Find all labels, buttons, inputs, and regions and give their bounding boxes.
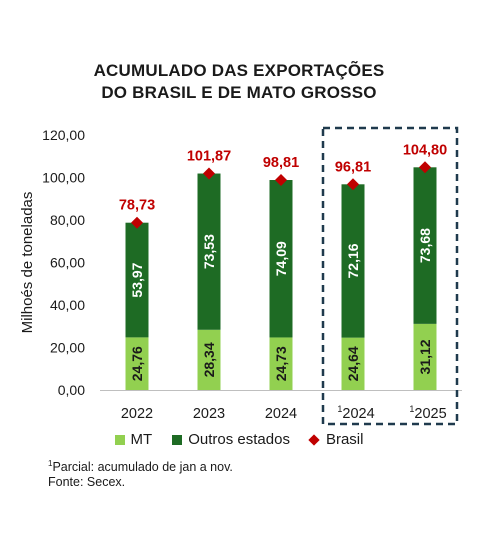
footnote-source: Fonte: Secex. [48, 475, 126, 490]
bar-mt [413, 323, 437, 390]
bar-mt [197, 329, 221, 390]
x-tick-label: 2023 [193, 406, 225, 422]
x-tick-sup: 1 [409, 404, 414, 414]
data-label-mt: 24,73 [273, 346, 289, 381]
data-label-mt: 24,76 [129, 346, 145, 381]
legend-item-brasil: Brasil [308, 431, 364, 448]
legend-marker-brasil [308, 433, 320, 446]
marker-brasil [131, 216, 143, 229]
bar-chart: Milhoés de toneladas 0,00 20,00 40,00 60,00 8… [19, 126, 462, 426]
data-label-brasil: 98,81 [263, 155, 299, 171]
footnote-partial-text: Parcial: acumulado de jan a nov. [52, 460, 233, 475]
y-tick-label: 100,00 [42, 170, 85, 186]
data-label-brasil: 104,80 [403, 142, 447, 158]
y-tick-label: 80,00 [50, 212, 85, 228]
y-tick-label: 0,00 [58, 382, 85, 398]
data-label-mt: 31,12 [417, 339, 433, 374]
data-label-brasil: 101,87 [187, 149, 231, 165]
y-tick-label: 120,00 [42, 127, 85, 143]
chart-title-line-1: ACUMULADO DAS EXPORTAÇÕES [93, 61, 385, 80]
data-label-outros: 73,68 [417, 228, 433, 263]
bar-outros [125, 222, 149, 338]
data-label-mt: 24,64 [345, 346, 361, 381]
legend-label-brasil: Brasil [325, 431, 364, 448]
footnote-sup: 1 [48, 459, 53, 468]
legend-swatch-outros [172, 434, 183, 445]
legend-label-mt: MT [130, 431, 153, 448]
chart-title-line-2: DO BRASIL E DE MATO GROSSO [101, 83, 377, 102]
marker-brasil [275, 174, 287, 187]
chart-legend: MT Outros estados Brasil [0, 431, 478, 448]
x-tick-label: 2024 [265, 406, 297, 422]
footnotes: 1Parcial: acumulado de jan a nov. Fonte:… [48, 456, 233, 490]
data-label-outros: 72,16 [345, 243, 361, 278]
bar-mt [341, 337, 365, 390]
x-tick-label: 12025 [409, 404, 446, 422]
y-tick-label: 20,00 [50, 340, 85, 356]
bar-mt [125, 337, 149, 390]
highlight-box [321, 126, 459, 426]
x-tick-sup: 1 [337, 404, 342, 414]
legend-swatch-mt [114, 434, 125, 445]
bar-outros [341, 184, 365, 338]
marker-brasil [347, 178, 359, 191]
data-label-brasil: 96,81 [335, 159, 371, 175]
data-label-brasil: 78,73 [119, 198, 155, 214]
marker-brasil [419, 161, 431, 174]
data-label-outros: 74,09 [273, 241, 289, 276]
y-tick-label: 60,00 [50, 255, 85, 271]
data-label-outros: 53,97 [129, 262, 145, 297]
y-tick-label: 40,00 [50, 297, 85, 313]
chart-title: ACUMULADO DAS EXPORTAÇÕES DO BRASIL E DE… [0, 60, 478, 104]
legend-label-outros: Outros estados [188, 431, 290, 448]
data-label-mt: 28,34 [201, 342, 217, 377]
y-axis-label: Milhoés de toneladas [19, 192, 36, 334]
x-tick-text: 2025 [414, 406, 446, 422]
legend-item-outros: Outros estados [172, 431, 290, 448]
x-tick-label: 2022 [121, 406, 153, 422]
x-tick-text: 2024 [342, 406, 374, 422]
bar-outros [197, 173, 221, 330]
x-tick-label: 12024 [337, 404, 374, 422]
bar-mt [269, 337, 293, 390]
data-label-outros: 73,53 [201, 234, 217, 269]
marker-brasil [203, 167, 215, 180]
legend-item-mt: MT [114, 431, 153, 448]
bar-outros [413, 167, 437, 324]
footnote-partial: 1Parcial: acumulado de jan a nov. [48, 456, 233, 475]
bar-outros [269, 180, 293, 338]
